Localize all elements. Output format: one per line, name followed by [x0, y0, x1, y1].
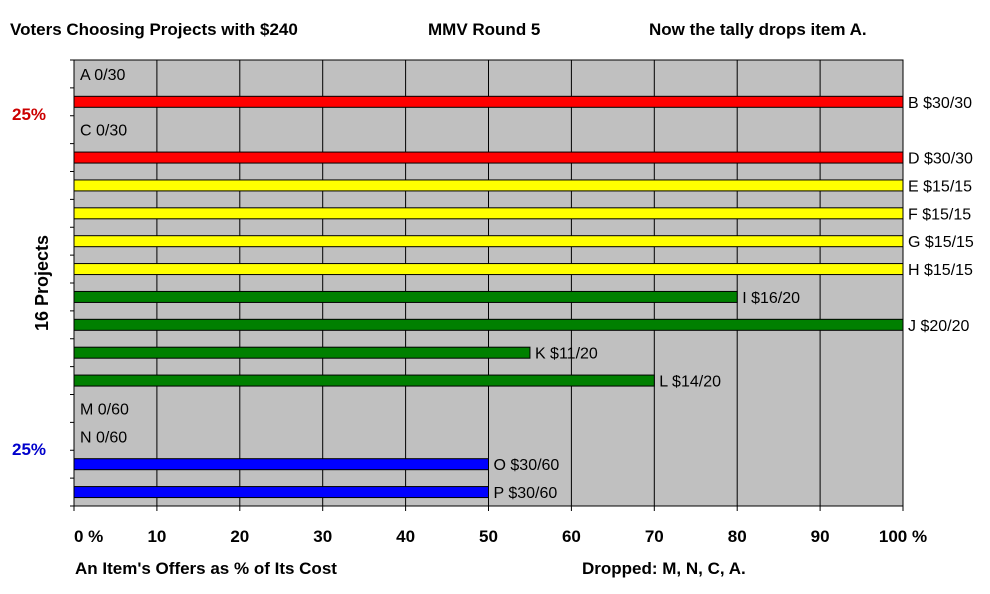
x-tick-label: 60 — [562, 527, 581, 546]
y-axis-title: 16 Projects — [32, 235, 52, 331]
x-axis-title: An Item's Offers as % of Its Cost — [75, 559, 337, 578]
plot-border — [73, 59, 904, 507]
bar-label: G $15/15 — [908, 234, 974, 251]
bar-label: J $20/20 — [908, 318, 969, 335]
bar-label: L $14/20 — [659, 374, 721, 391]
x-tick-label: 90 — [811, 527, 830, 546]
bar — [73, 318, 904, 331]
bar-label: A 0/30 — [80, 67, 125, 84]
bar-label: H $15/15 — [908, 262, 973, 279]
bar-label: I $16/20 — [742, 290, 800, 307]
bar-label: M 0/60 — [80, 401, 129, 418]
x-tick-label: 0 % — [74, 527, 103, 546]
bar — [73, 95, 904, 108]
percent-label-bottom: 25% — [12, 440, 47, 459]
x-tick-label: 80 — [728, 527, 747, 546]
bar-label: C 0/30 — [80, 123, 127, 140]
bar — [73, 151, 904, 164]
chart-title-right: Now the tally drops item A. — [649, 20, 867, 39]
bar-label: K $11/20 — [535, 346, 598, 363]
x-tick-label: 10 — [147, 527, 166, 546]
x-tick-label: 40 — [396, 527, 415, 546]
bar-label: D $30/30 — [908, 151, 973, 168]
chart-title-left: Voters Choosing Projects with $240 — [10, 20, 298, 39]
bar — [73, 235, 904, 248]
percent-label-top: 25% — [12, 105, 47, 124]
bar-label: O $30/60 — [494, 457, 560, 474]
x-tick-label: 50 — [479, 527, 498, 546]
bar — [73, 263, 904, 276]
bar-label: E $15/15 — [908, 178, 972, 195]
chart-title-center: MMV Round 5 — [428, 20, 541, 39]
bar-label: P $30/60 — [494, 485, 558, 502]
dropped-note: Dropped: M, N, C, A. — [582, 559, 746, 578]
x-tick-label: 20 — [230, 527, 249, 546]
bar — [73, 290, 738, 303]
x-tick-label: 70 — [645, 527, 664, 546]
x-tick-label: 30 — [313, 527, 332, 546]
bar-label: N 0/60 — [80, 429, 127, 446]
bar-label: F $15/15 — [908, 206, 971, 223]
bar — [73, 458, 489, 471]
bar — [73, 179, 904, 192]
bar — [73, 346, 531, 359]
bar-label: B $30/30 — [908, 95, 972, 112]
bar — [73, 486, 489, 499]
bar — [73, 374, 655, 387]
x-tick-label: 100 % — [879, 527, 927, 546]
bar — [73, 207, 904, 220]
